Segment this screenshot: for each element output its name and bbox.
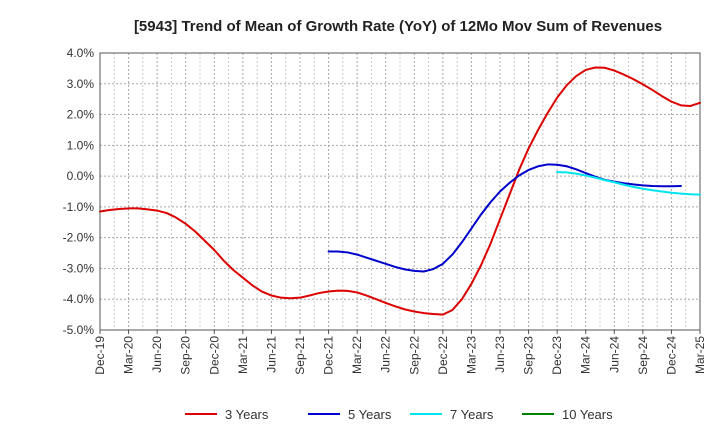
x-tick-label: Mar-21: [236, 336, 250, 374]
x-tick-label: Mar-20: [122, 336, 136, 374]
x-tick-label: Mar-25: [693, 336, 707, 374]
x-tick-label: Sep-22: [407, 336, 421, 375]
series-line-5-years: [327, 163, 682, 273]
x-tick-label: Dec-21: [322, 336, 336, 375]
series-line-7-years: [556, 171, 701, 196]
y-tick-label: 2.0%: [67, 108, 95, 122]
x-tick-label: Jun-21: [264, 336, 278, 373]
legend-label: 7 Years: [450, 407, 494, 422]
series-line-3-years: [99, 66, 701, 316]
x-tick-label: Dec-23: [550, 336, 564, 375]
legend-label: 10 Years: [562, 407, 613, 422]
y-tick-label: 4.0%: [67, 46, 95, 60]
x-tick-label: Sep-20: [179, 336, 193, 375]
x-tick-label: Jun-20: [150, 336, 164, 373]
x-tick-label: Dec-22: [436, 336, 450, 375]
x-tick-label: Dec-20: [207, 336, 221, 375]
legend-label: 5 Years: [348, 407, 392, 422]
legend-label: 3 Years: [225, 407, 269, 422]
plot-frame: [99, 52, 701, 331]
y-tick-label: -3.0%: [63, 261, 95, 275]
y-tick-label: -5.0%: [63, 323, 95, 337]
x-tick-label: Jun-22: [379, 336, 393, 373]
x-tick-label: Sep-24: [636, 336, 650, 375]
chart-title: [5943] Trend of Mean of Growth Rate (YoY…: [134, 18, 662, 35]
plot-area: 4.0% 3.0% 2.0% 1.0% 0.0% -1.0% -2.0% -3.0% -4.0%…: [63, 46, 707, 375]
x-tick-label: Mar-23: [464, 336, 478, 374]
x-tick-label: Sep-21: [293, 336, 307, 375]
x-tick-label: Jun-23: [493, 336, 507, 373]
x-tick-label: Dec-19: [93, 336, 107, 375]
y-tick-label: 1.0%: [67, 138, 95, 152]
legend: 3 Years 5 Years 7 Years 10 Years: [185, 407, 613, 422]
y-tick-label: 3.0%: [67, 77, 95, 91]
x-tick-label: Mar-22: [350, 336, 364, 374]
x-tick-label: Jun-24: [607, 336, 621, 373]
y-tick-label: -2.0%: [63, 231, 95, 245]
x-tick-label: Sep-23: [522, 336, 536, 375]
x-tick-label: Mar-24: [579, 336, 593, 374]
y-tick-label: -1.0%: [63, 200, 95, 214]
x-tick-label: Dec-24: [664, 336, 678, 375]
y-tick-label: 0.0%: [67, 169, 95, 183]
y-tick-label: -4.0%: [63, 292, 95, 306]
